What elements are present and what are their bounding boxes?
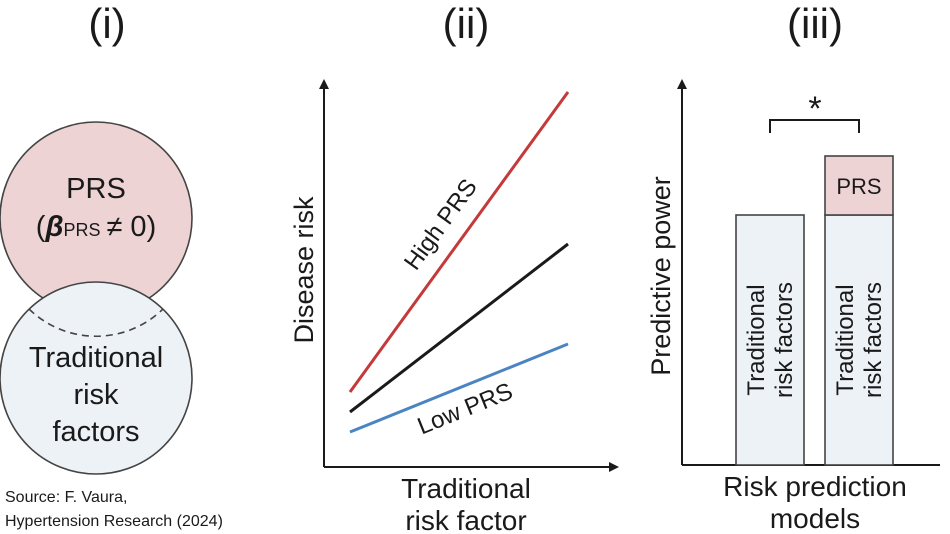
bar2-label-2: risk factors	[860, 282, 887, 398]
x-axis-label-1: Traditional	[401, 473, 531, 504]
bar-combined-prs-segment	[824, 155, 894, 216]
overlap-dashed-arc	[28, 308, 164, 337]
low-prs-label: Low PRS	[414, 378, 517, 441]
bar-combined-traditional-segment	[824, 214, 894, 466]
prs-circle-label: PRS	[66, 173, 126, 205]
traditional-circle-label-2: risk	[73, 379, 119, 411]
bar1-label-2: risk factors	[771, 282, 798, 398]
panel-i-numeral: (i)	[88, 0, 125, 47]
traditional-circle-label-1: Traditional	[29, 342, 163, 374]
panel-i: (i) PRS (βPRS ≠ 0) Traditional risk facto…	[0, 0, 223, 530]
significance-bracket	[769, 119, 860, 133]
x-axis-label-1: Risk prediction	[723, 471, 907, 502]
bar-traditional	[735, 214, 805, 466]
bar2-label-1: Traditional	[832, 284, 859, 395]
low-prs-line	[349, 342, 569, 434]
traditional-circle-label-3: factors	[52, 416, 139, 448]
bar-prs-label: PRS	[836, 174, 881, 199]
panel-iii-numeral: (iii)	[787, 0, 843, 47]
panel-ii-numeral: (ii)	[443, 0, 490, 47]
bar2-label: Traditional risk factors	[832, 282, 887, 398]
source-line-1: Source: F. Vaura,	[5, 489, 127, 506]
bar1-label-1: Traditional	[743, 284, 770, 395]
x-axis-label-2: risk factor	[405, 505, 526, 534]
bar1-label: Traditional risk factors	[743, 282, 798, 398]
y-axis-label: Disease risk	[289, 196, 319, 344]
source-line-2: Hypertension Research (2024)	[5, 513, 223, 530]
significance-star: *	[808, 90, 821, 128]
panel-ii: (ii) High PRS Low PRS Disease risk Tradi…	[289, 0, 619, 534]
high-prs-line	[348, 91, 570, 393]
panel-iii: (iii) PRS Traditional risk factors Tradi…	[646, 0, 940, 534]
y-axis-label: Predictive power	[646, 176, 676, 376]
x-axis-label-2: models	[770, 503, 860, 534]
average-risk-line	[349, 242, 569, 414]
beta-prs-label: (βPRS ≠ 0)	[36, 211, 156, 243]
traditional-risk-circle	[0, 281, 193, 475]
